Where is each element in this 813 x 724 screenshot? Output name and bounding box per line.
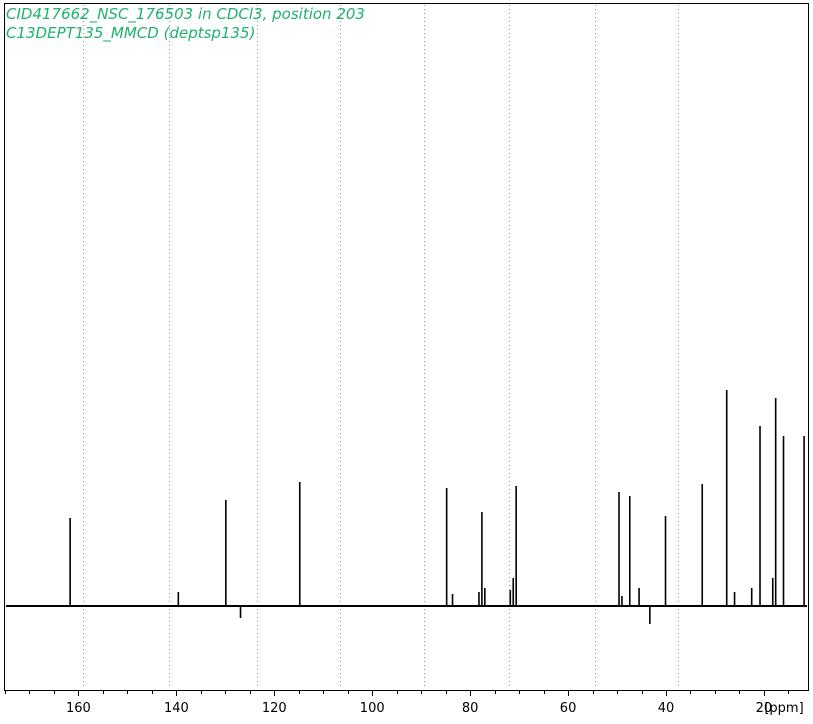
x-tick-label: 20 (756, 701, 773, 716)
spectrum-trace (6, 390, 807, 624)
x-tick-label: 140 (164, 701, 189, 716)
gridlines (83, 5, 679, 689)
experiment-name: C13DEPT135_MMCD (deptsp135) (6, 24, 256, 42)
x-tick-label: 80 (462, 701, 479, 716)
spectrum-title-block: CID417662_NSC_176503 in CDCl3, position … (6, 5, 365, 43)
x-tick-label: 120 (262, 701, 287, 716)
x-tick-label: 40 (658, 701, 675, 716)
x-tick-label: 60 (560, 701, 577, 716)
x-axis-label: [ppm] (764, 701, 803, 716)
plot-border (4, 3, 809, 691)
x-tick-label: 100 (360, 701, 385, 716)
x-axis: 160 140 120 100 80 60 40 20[ppm] (5, 690, 804, 716)
x-tick-label: 160 (66, 701, 91, 716)
spectrum-title: CID417662_NSC_176503 in CDCl3, position … (6, 5, 365, 23)
